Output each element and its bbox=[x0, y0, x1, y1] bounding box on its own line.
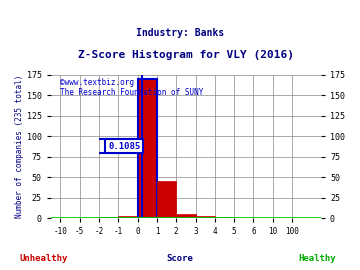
Title: Z-Score Histogram for VLY (2016): Z-Score Histogram for VLY (2016) bbox=[78, 50, 294, 60]
Bar bbox=[215, 217, 234, 218]
Text: Score: Score bbox=[167, 254, 193, 263]
Text: Healthy: Healthy bbox=[298, 254, 336, 263]
Bar bbox=[118, 217, 138, 218]
Bar bbox=[99, 217, 118, 218]
Text: 0.1085: 0.1085 bbox=[108, 141, 140, 151]
Text: Unhealthy: Unhealthy bbox=[19, 254, 67, 263]
Text: The Research Foundation of SUNY: The Research Foundation of SUNY bbox=[60, 88, 204, 97]
Text: ©www.textbiz.org: ©www.textbiz.org bbox=[60, 79, 134, 87]
Bar bbox=[157, 181, 176, 218]
Bar bbox=[176, 214, 195, 218]
Text: Industry: Banks: Industry: Banks bbox=[136, 28, 224, 38]
Bar bbox=[195, 217, 215, 218]
Y-axis label: Number of companies (235 total): Number of companies (235 total) bbox=[15, 75, 24, 218]
Bar bbox=[138, 79, 157, 218]
